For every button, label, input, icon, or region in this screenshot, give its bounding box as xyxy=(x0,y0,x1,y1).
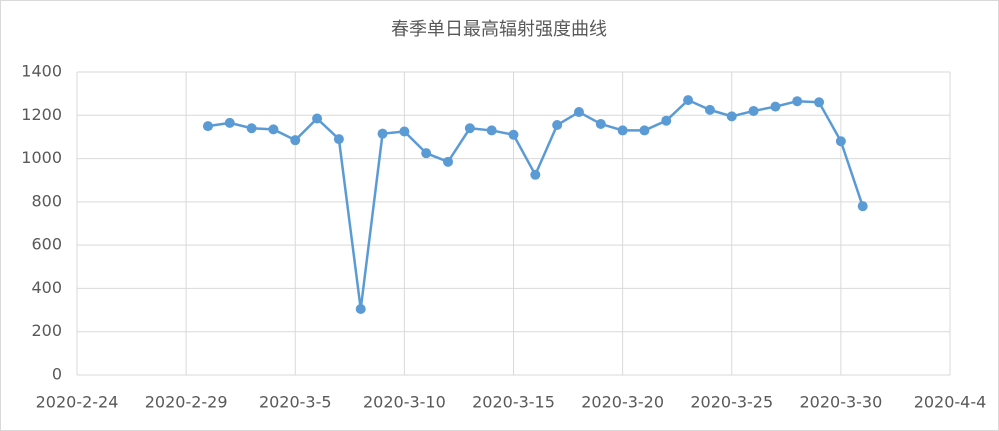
data-point xyxy=(792,96,803,107)
data-point xyxy=(508,129,519,140)
data-point xyxy=(683,95,694,106)
data-point xyxy=(552,120,563,131)
data-point xyxy=(202,121,213,132)
y-tick-label: 1400 xyxy=(21,62,62,81)
x-tick-label: 2020-2-29 xyxy=(145,393,228,412)
data-point xyxy=(704,104,715,115)
data-point xyxy=(355,303,366,314)
data-point xyxy=(399,126,410,137)
x-tick-label: 2020-3-20 xyxy=(581,393,664,412)
data-point xyxy=(224,117,235,128)
data-point xyxy=(530,169,541,180)
data-point xyxy=(661,115,672,126)
x-tick-label: 2020-3-10 xyxy=(363,393,446,412)
data-point xyxy=(246,123,257,134)
data-point xyxy=(857,201,868,212)
y-tick-label: 1200 xyxy=(21,105,62,124)
data-point xyxy=(464,123,475,134)
chart-title: 春季单日最高辐射强度曲线 xyxy=(391,19,607,40)
x-tick-label: 2020-2-24 xyxy=(36,393,119,412)
data-point xyxy=(486,125,497,136)
x-tick-label: 2020-3-5 xyxy=(259,393,332,412)
x-tick-label: 2020-3-30 xyxy=(799,393,882,412)
y-tick-label: 0 xyxy=(52,365,62,384)
data-point xyxy=(748,105,759,116)
data-point xyxy=(290,135,301,146)
x-tick-label: 2020-3-25 xyxy=(690,393,773,412)
y-tick-label: 600 xyxy=(31,235,62,254)
data-point xyxy=(617,125,628,136)
y-tick-label: 400 xyxy=(31,278,62,297)
data-point xyxy=(770,101,781,112)
data-point xyxy=(726,111,737,122)
x-tick-label: 2020-3-15 xyxy=(472,393,555,412)
data-point xyxy=(333,134,344,145)
data-point xyxy=(421,148,432,159)
data-point xyxy=(814,97,825,108)
data-point xyxy=(268,124,279,135)
data-point xyxy=(573,107,584,118)
data-point xyxy=(443,156,454,167)
x-tick-label: 2020-4-4 xyxy=(914,393,987,412)
data-point xyxy=(377,128,388,139)
y-tick-label: 800 xyxy=(31,191,62,210)
data-point xyxy=(835,136,846,147)
y-tick-label: 1000 xyxy=(21,148,62,167)
data-point xyxy=(312,113,323,124)
data-point xyxy=(639,125,650,136)
y-tick-label: 200 xyxy=(31,321,62,340)
data-point xyxy=(595,118,606,129)
